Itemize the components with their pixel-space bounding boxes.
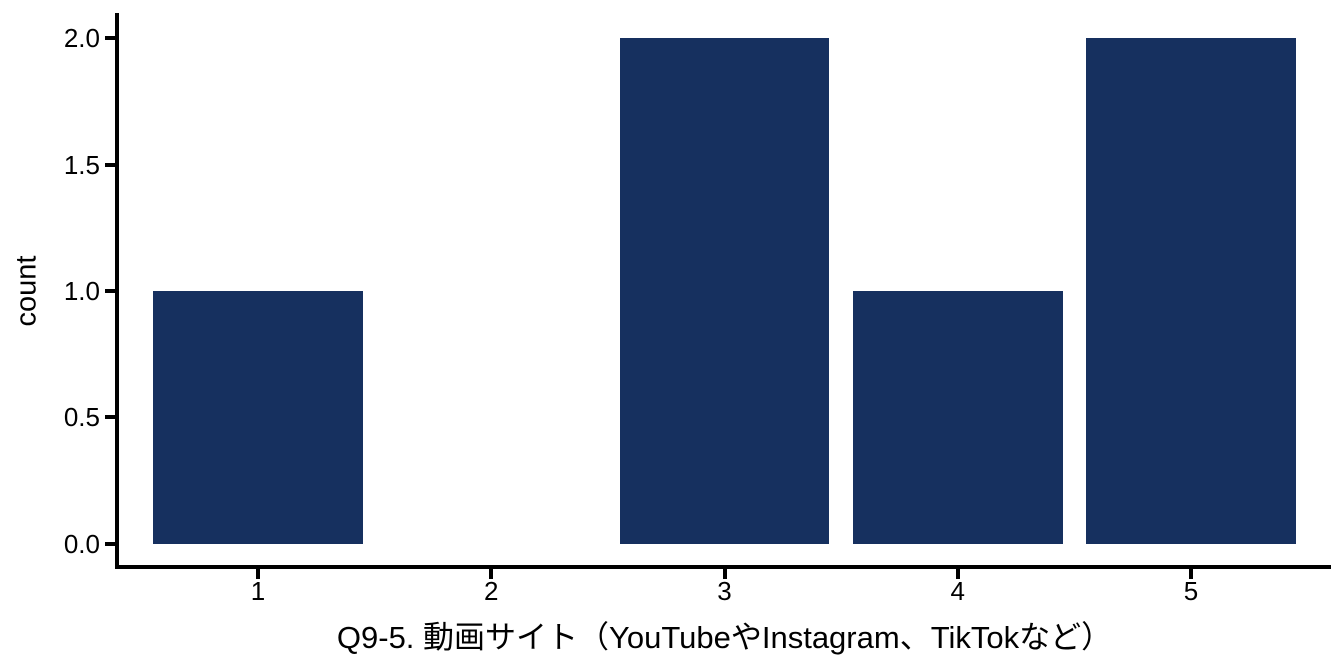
bar xyxy=(152,291,363,544)
y-tick-mark xyxy=(105,289,115,293)
x-tick-label: 4 xyxy=(950,576,965,606)
x-tick-label: 5 xyxy=(1183,576,1199,606)
bar xyxy=(1086,38,1296,544)
y-tick-mark xyxy=(105,162,115,167)
bar xyxy=(619,38,830,544)
y-tick-label: 0.0 xyxy=(63,528,100,559)
x-tick-label: 3 xyxy=(717,576,732,606)
y-tick-label: 0.5 xyxy=(63,402,100,433)
x-tick-label: 1 xyxy=(250,576,266,606)
bar xyxy=(852,291,1063,544)
x-axis-spine xyxy=(115,565,1331,569)
x-tick-mark xyxy=(255,569,260,579)
y-tick-mark xyxy=(105,541,115,546)
x-axis-title: Q9-5. 動画サイト（YouTubeやInstagram、TikTokなど） xyxy=(336,620,1113,655)
y-tick-label: 1.0 xyxy=(63,276,100,306)
x-tick-mark xyxy=(722,569,727,579)
y-tick-label: 1.5 xyxy=(63,149,100,180)
x-tick-mark xyxy=(955,569,960,579)
x-tick-label: 2 xyxy=(483,576,499,606)
x-tick-mark xyxy=(1189,569,1194,579)
x-tick-mark xyxy=(489,569,494,579)
y-tick-mark xyxy=(105,36,115,41)
y-tick-label: 2.0 xyxy=(63,23,100,54)
y-tick-mark xyxy=(105,415,115,420)
y-axis-spine xyxy=(115,13,119,569)
